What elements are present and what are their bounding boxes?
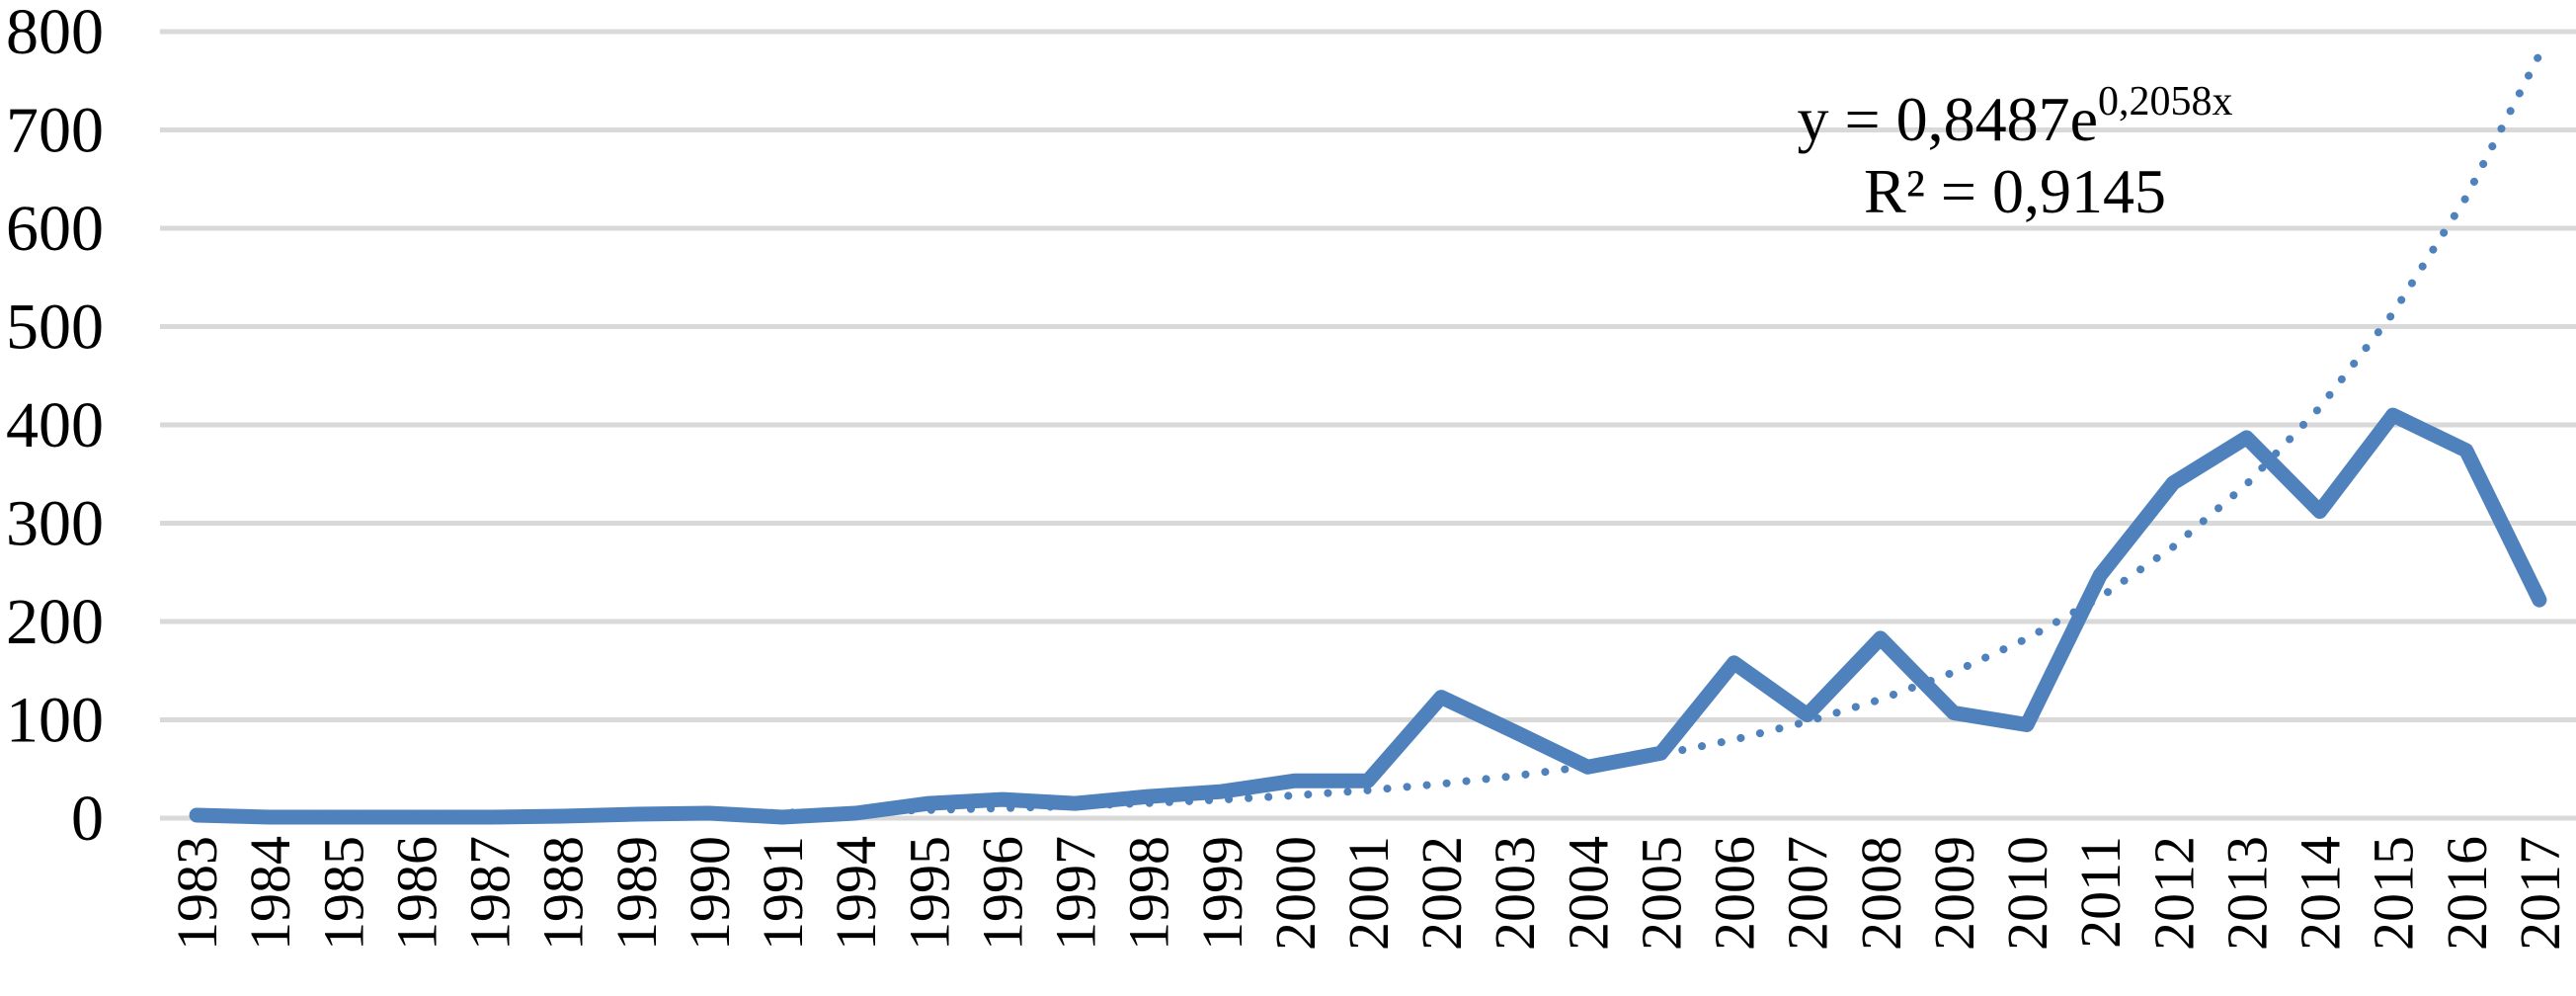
y-tick-label: 400	[6, 389, 104, 461]
y-tick-label: 700	[6, 95, 104, 167]
trendline-series-line	[193, 50, 2543, 821]
x-tick-label: 1983	[165, 836, 229, 951]
x-tick-label: 1998	[1117, 836, 1181, 951]
x-tick-label: 2015	[2362, 836, 2426, 951]
data-series-line	[189, 407, 2547, 825]
x-tick-label: 1996	[970, 836, 1034, 951]
x-tick-label: 2007	[1776, 836, 1840, 951]
x-tick-label: 2013	[2214, 836, 2279, 951]
x-tick-label: 1988	[531, 836, 596, 951]
x-tick-label: 1994	[824, 836, 888, 951]
x-tick-label: 2009	[1922, 836, 1986, 951]
y-tick-label: 300	[6, 488, 104, 560]
y-tick-label: 500	[6, 291, 104, 364]
x-axis-ticks: 1983 1984 1985 1986 1987 1988 1989 1990 1991 1994…	[165, 836, 2572, 951]
x-tick-label: 2011	[2068, 836, 2133, 949]
x-tick-label: 2010	[1995, 836, 2059, 951]
series-group	[189, 50, 2547, 825]
x-tick-label: 2017	[2508, 836, 2572, 951]
y-tick-label: 0	[71, 783, 104, 855]
trendline-r-squared: R² = 0,9145	[1864, 156, 2166, 226]
x-tick-label: 1997	[1044, 836, 1108, 951]
x-tick-label: 1985	[311, 836, 375, 951]
x-tick-label: 2006	[1703, 836, 1767, 951]
x-tick-label: 1984	[238, 836, 302, 951]
x-tick-label: 2004	[1556, 836, 1620, 951]
x-tick-label: 1999	[1190, 836, 1254, 951]
y-axis-ticks: 0 100 200 300 400 500 600 700 800	[6, 0, 104, 855]
x-tick-label: 1991	[751, 836, 815, 951]
trendline-equation-exponent: 0,2058x	[2098, 79, 2233, 124]
x-tick-label: 2001	[1336, 836, 1401, 951]
trendline-equation: y = 0,8487e0,2058x	[1798, 79, 2233, 154]
x-tick-label: 2016	[2435, 836, 2499, 951]
trendline-equation-main: y = 0,8487e	[1798, 84, 2099, 154]
y-tick-label: 600	[6, 193, 104, 265]
x-tick-label: 2005	[1629, 836, 1693, 951]
x-tick-label: 2000	[1263, 836, 1328, 951]
x-tick-label: 1986	[384, 836, 448, 951]
y-tick-label: 100	[6, 685, 104, 757]
y-tick-label: 800	[6, 0, 104, 68]
x-tick-label: 1987	[458, 836, 523, 951]
x-tick-label: 2014	[2289, 836, 2353, 951]
gridlines	[160, 29, 2576, 821]
x-tick-label: 2008	[1849, 836, 1913, 951]
x-tick-label: 2003	[1483, 836, 1547, 951]
y-tick-label: 200	[6, 586, 104, 658]
x-tick-label: 1990	[678, 836, 742, 951]
x-tick-label: 1995	[897, 836, 961, 951]
x-tick-label: 2012	[2141, 836, 2206, 951]
x-tick-label: 1989	[604, 836, 669, 951]
x-tick-label: 2002	[1409, 836, 1474, 951]
